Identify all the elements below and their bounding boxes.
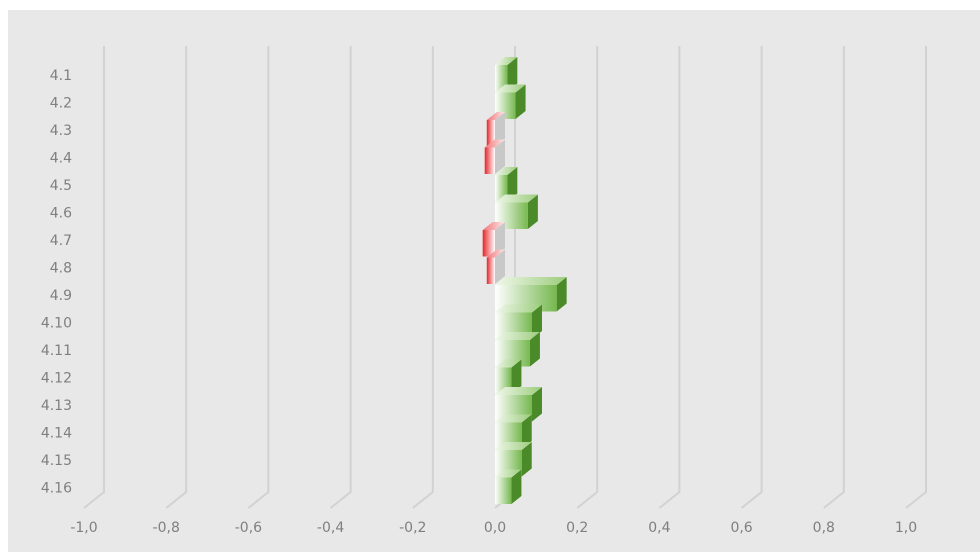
bar [495,469,522,504]
bar-front [484,147,495,174]
bar-side [507,57,518,92]
bar-side [495,222,505,257]
bar-side [495,112,505,147]
bar [484,139,505,174]
bar [486,112,505,147]
bar-top [495,387,542,395]
gridline [83,46,105,509]
x-tick-label: -1,0 [70,520,97,536]
bar-top [495,194,538,203]
bar-side [527,194,538,229]
bar-side [507,167,518,202]
category-label: 4.10 [41,315,72,331]
bar-top [495,57,518,65]
bar-top [495,167,518,175]
gridline [329,46,352,509]
bar-top [495,442,532,450]
bar-side [531,304,542,339]
gridline [658,46,681,509]
category-label: 4.6 [50,205,72,221]
bar-front [495,65,508,92]
bar-side [515,84,526,119]
bar-front [486,120,495,147]
bar [495,359,522,394]
bar [482,222,505,257]
gridline [247,46,270,509]
gridline [740,46,763,509]
bar-front [486,257,495,284]
gridline [576,46,599,509]
category-label: 4.14 [41,425,72,441]
category-label: 4.1 [50,68,72,84]
category-label: 4.4 [50,150,72,166]
x-tick-labels: -1,0 -0,8 -0,6 -0,4 -0,2 0,0 0,2 0,4 0,6 0,8 1,0 [70,520,917,536]
category-label: 4.11 [41,343,72,359]
bar-top [495,332,540,340]
x-tick-label: 1,0 [895,520,917,536]
x-tick-label: -0,8 [153,520,180,536]
bar [486,249,505,284]
bar-side [529,332,540,367]
gridline [823,46,845,509]
bar-side [521,414,532,449]
gridline [165,46,188,509]
category-label: 4.13 [41,398,72,414]
bar-top [495,359,522,368]
category-label: 4.5 [50,178,72,194]
category-label: 4.16 [41,480,72,496]
x-tick-label: 0,6 [730,520,752,536]
bar-front [482,230,495,257]
bar-top [495,414,532,423]
bar-side [495,139,505,174]
category-label: 4.7 [50,233,72,249]
bar-top [495,84,526,93]
bar-side [556,277,567,312]
bar-side [521,442,532,477]
bar-front [495,175,508,202]
bar-front [495,477,512,504]
bar-layer [482,57,567,504]
grid-layer [83,46,927,509]
x-tick-label: -0,2 [399,520,426,536]
category-labels: 4.1 4.2 4.3 4.4 4.5 4.6 4.7 4.8 4.9 4.10 4.11 4.12 4… [41,68,72,497]
x-tick-label: 0,8 [813,520,835,536]
bar-top [482,222,505,230]
bar-side [511,359,522,394]
category-label: 4.9 [50,288,72,304]
category-label: 4.12 [41,370,72,386]
bar-side [511,469,522,504]
bar-top [486,249,505,258]
category-label: 4.15 [41,453,72,469]
category-label: 4.3 [50,123,72,139]
gridline [412,46,434,509]
x-tick-label: -0,6 [235,520,262,536]
category-label: 4.2 [50,95,72,111]
bar-side [531,387,542,422]
gridline [905,46,927,509]
bar [495,442,532,477]
bar-side [495,249,505,284]
x-tick-label: 0,0 [484,520,506,536]
bar-top [495,469,522,478]
x-tick-label: 0,2 [566,520,588,536]
bar-top [486,112,505,120]
bar-top [495,277,567,285]
bar [495,57,518,92]
bar-top [495,304,542,313]
bar [495,332,540,367]
x-tick-label: 0,4 [648,520,670,536]
bar-top [484,139,505,148]
category-label: 4.8 [50,260,72,276]
bar [495,167,518,202]
x-tick-label: -0,4 [317,520,344,536]
